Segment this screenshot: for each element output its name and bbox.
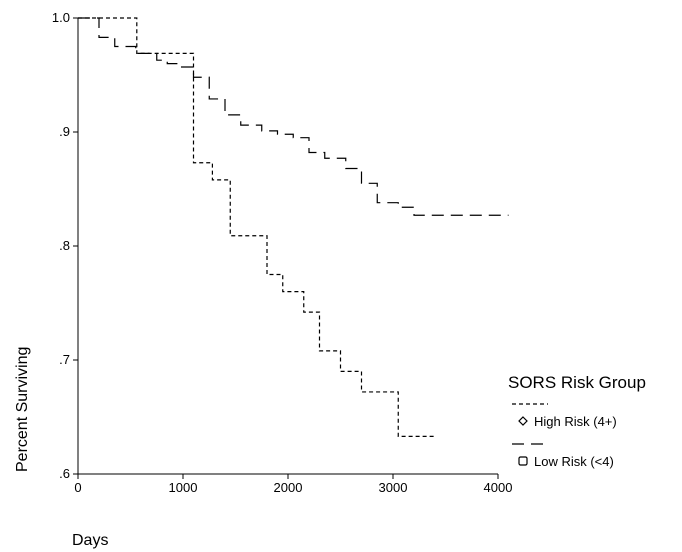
x-tick-label: 0 [74, 480, 81, 495]
y-tick-label: .9 [59, 124, 70, 139]
series-line-low-risk [78, 17, 509, 216]
diamond-icon [518, 416, 528, 426]
x-axis-ticks: 0 1000 2000 3000 4000 [74, 474, 512, 495]
x-tick-label: 4000 [484, 480, 513, 495]
y-tick-label: .7 [59, 352, 70, 367]
legend-item-high-risk: High Risk (4+) [534, 414, 617, 429]
x-tick-label: 1000 [169, 480, 198, 495]
y-tick-label: .8 [59, 238, 70, 253]
x-tick-label: 3000 [379, 480, 408, 495]
series-lines [78, 17, 509, 437]
legend: SORS Risk Group High Risk (4+) Low Risk … [508, 373, 646, 469]
square-icon [518, 456, 528, 466]
y-tick-label: 1.0 [52, 10, 70, 25]
x-tick-label: 2000 [274, 480, 303, 495]
y-tick-label: .6 [59, 466, 70, 481]
legend-item-low-risk: Low Risk (<4) [534, 454, 614, 469]
y-axis-ticks: .6 .7 .8 .9 1.0 [52, 10, 78, 481]
x-axis-label: Days [72, 532, 108, 549]
legend-title: SORS Risk Group [508, 373, 646, 392]
y-axis-label: Percent Surviving [14, 347, 31, 472]
plot-frame [77, 18, 498, 475]
series-line-high-risk [78, 17, 435, 437]
